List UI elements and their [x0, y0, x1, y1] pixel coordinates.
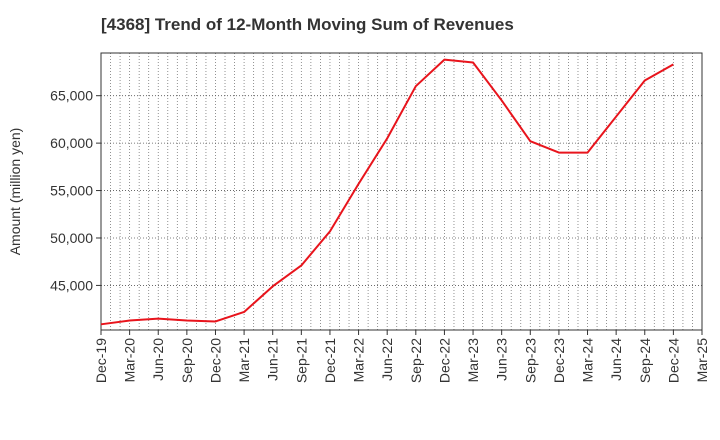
x-tick-label: Sep-20	[179, 338, 195, 383]
y-tick-label: 60,000	[50, 135, 93, 151]
x-tick-label: Mar-23	[465, 338, 481, 383]
x-tick-label: Jun-23	[494, 338, 510, 381]
x-tick-label: Mar-25	[694, 338, 710, 383]
x-tick-label: Dec-24	[665, 338, 681, 383]
x-tick-label: Sep-24	[637, 338, 653, 383]
x-tick-label: Mar-21	[236, 338, 252, 383]
y-axis-ticks: 45,000 50,000 55,000 60,000 65,000	[50, 88, 101, 293]
grid-lines	[101, 53, 702, 330]
x-tick-label: Dec-21	[322, 338, 338, 383]
x-tick-label: Sep-22	[408, 338, 424, 383]
x-tick-label: Jun-24	[608, 338, 624, 381]
chart-title: [4368] Trend of 12-Month Moving Sum of R…	[101, 15, 514, 34]
x-tick-label: Sep-21	[293, 338, 309, 383]
y-tick-label: 65,000	[50, 88, 93, 104]
y-tick-label: 55,000	[50, 183, 93, 199]
x-tick-label: Jun-21	[265, 338, 281, 381]
y-tick-label: 50,000	[50, 230, 93, 246]
x-tick-label: Jun-20	[150, 338, 166, 381]
x-tick-label: Mar-24	[580, 338, 596, 383]
series-line	[100, 58, 674, 326]
x-tick-label: Sep-23	[522, 338, 538, 383]
x-tick-label: Dec-23	[551, 338, 567, 383]
y-tick-label: 45,000	[50, 277, 93, 293]
x-tick-label: Dec-19	[93, 338, 109, 383]
x-tick-label: Dec-22	[436, 338, 452, 383]
y-axis-label: Amount (million yen)	[7, 128, 23, 256]
x-tick-label: Mar-20	[122, 338, 138, 383]
x-tick-label: Jun-22	[379, 338, 395, 381]
x-axis-ticks: Dec-19 Mar-20 Jun-20 Sep-20 Dec-20 Mar-21 Jun-…	[93, 330, 710, 383]
plot-area	[100, 52, 703, 331]
x-tick-label: Dec-20	[207, 338, 223, 383]
x-tick-label: Mar-22	[351, 338, 367, 383]
